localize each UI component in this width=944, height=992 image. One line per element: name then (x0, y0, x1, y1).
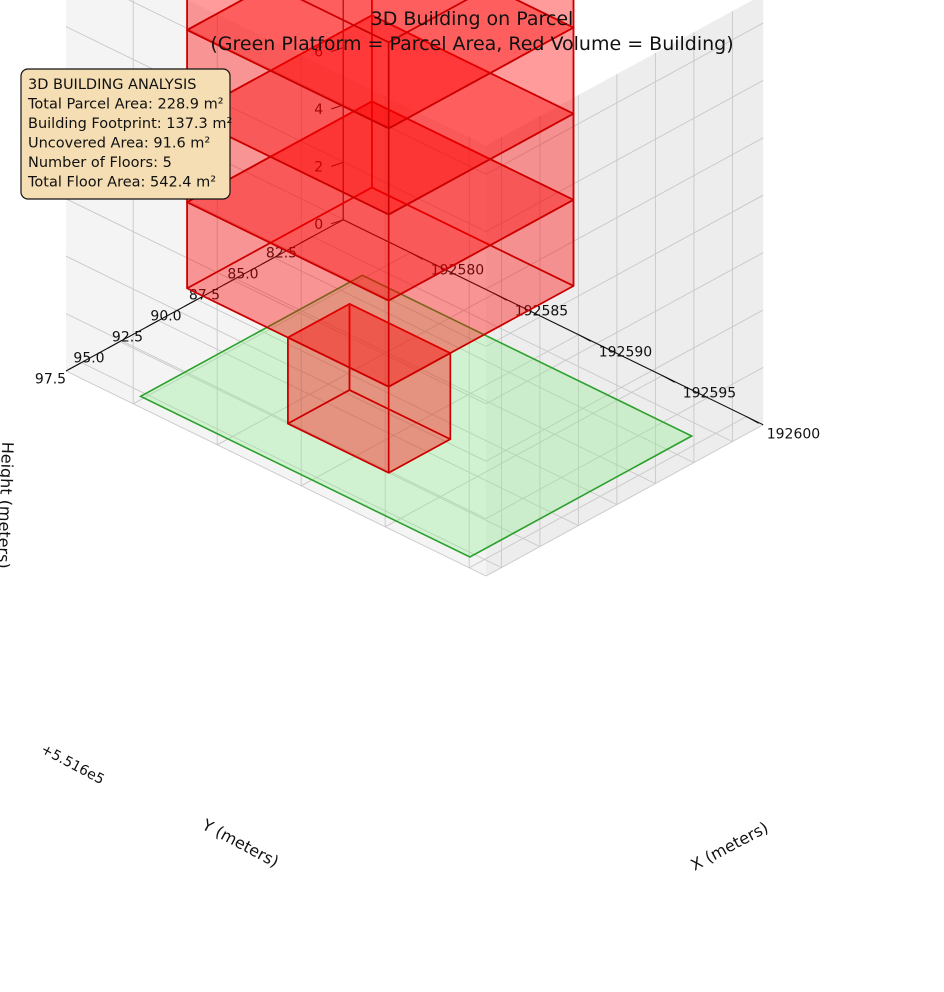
x-tick-label: 192600 (767, 426, 820, 442)
x-tick-label: 192595 (683, 385, 736, 401)
y-tick (222, 278, 236, 286)
z-tick-label: 0 (314, 217, 323, 233)
grid-line-z-left (128, 0, 487, 175)
info-box-background (20, 68, 231, 200)
grid-line-y-floor (235, 278, 656, 485)
floor-face (300, 0, 468, 44)
x-tick (494, 293, 507, 301)
grid-line-y-floor (196, 299, 618, 506)
y-tick (184, 299, 198, 307)
y-tick (261, 257, 275, 265)
y-tick (107, 341, 121, 349)
floor-1-box (287, 303, 452, 474)
z-axis-label: Height (meters) (0, 441, 17, 569)
x-tick (746, 416, 759, 424)
floor-face (515, 0, 575, 29)
x-tick-label: 192590 (599, 344, 652, 360)
parcel-platform (138, 274, 694, 558)
x-axis-label: X (meters) (687, 818, 771, 875)
floor-4-box (186, 0, 575, 216)
y-tick (145, 320, 159, 328)
y-tick (299, 236, 313, 244)
x-tick-label: 192585 (515, 303, 568, 319)
grid-line-z-right (485, 194, 764, 347)
grid-line-z-left (65, 198, 487, 405)
floor-5-box (186, 0, 575, 130)
info-floor-area: Total Floor Area: 542.4 m² (27, 175, 216, 191)
x-tick (578, 334, 591, 342)
grid-line-z-left (65, 370, 487, 577)
z-tick (331, 47, 344, 53)
y-tick-label: 97.5 (35, 371, 66, 387)
grid-line-x-floor (216, 293, 495, 446)
parcel-layer (138, 274, 694, 558)
grid-line-x-floor (384, 375, 663, 528)
grid-line-z-right (485, 22, 764, 175)
grid-line-z-right (485, 424, 764, 577)
grid-line-x-floor (300, 334, 579, 487)
z-tick-label: 6 (314, 45, 323, 61)
grid-line-z-right (485, 80, 764, 232)
info-uncovered-area: Uncovered Area: 91.6 m² (28, 136, 210, 152)
floor-face (186, 0, 244, 31)
grid-line-z-right (485, 137, 764, 290)
z-tick (331, 219, 344, 225)
info-box: 3D BUILDING ANALYSIS Total Parcel Area: … (20, 68, 232, 200)
grid-line-z-left (65, 313, 487, 520)
info-floors: Number of Floors: 5 (28, 155, 172, 171)
grid-line-y-floor (81, 362, 502, 569)
grid-line-z-right (485, 252, 764, 405)
tick-marks: 19258019258519259019259519260082.585.087… (35, 0, 820, 442)
chart-title: 3D Building on Parcel (371, 8, 574, 30)
z-tick (331, 161, 344, 167)
info-heading: 3D BUILDING ANALYSIS (28, 77, 196, 93)
grid-line-z-right (485, 367, 764, 519)
grid-line-z-left (65, 26, 487, 233)
grid-line-y-floor (158, 320, 579, 527)
grid-line-x-floor (132, 252, 411, 405)
z-tick-label: 4 (314, 102, 323, 118)
y-tick (68, 362, 82, 370)
building-layer (186, 0, 575, 474)
y-offset-label: +5.516e5 (38, 741, 107, 788)
z-tick-label: 8 (314, 0, 323, 3)
x-tick (662, 375, 675, 383)
x-tick (410, 252, 423, 260)
y-axis-label: Y (meters) (198, 815, 282, 872)
x-tick-label: 192580 (431, 262, 484, 278)
floor-2-box (186, 100, 575, 388)
grid-line-x-floor (468, 416, 747, 569)
grid-line-y-floor (273, 257, 695, 464)
info-parcel-area: Total Parcel Area: 228.9 m² (27, 97, 224, 113)
grid-line-z-right (485, 309, 764, 462)
grid-line-y-floor (312, 236, 733, 443)
z-tick-label: 2 (314, 159, 323, 175)
chart-subtitle: (Green Platform = Parcel Area, Red Volum… (210, 33, 733, 55)
grid-line-z-left (65, 255, 487, 462)
info-footprint: Building Footprint: 137.3 m² (28, 116, 232, 132)
